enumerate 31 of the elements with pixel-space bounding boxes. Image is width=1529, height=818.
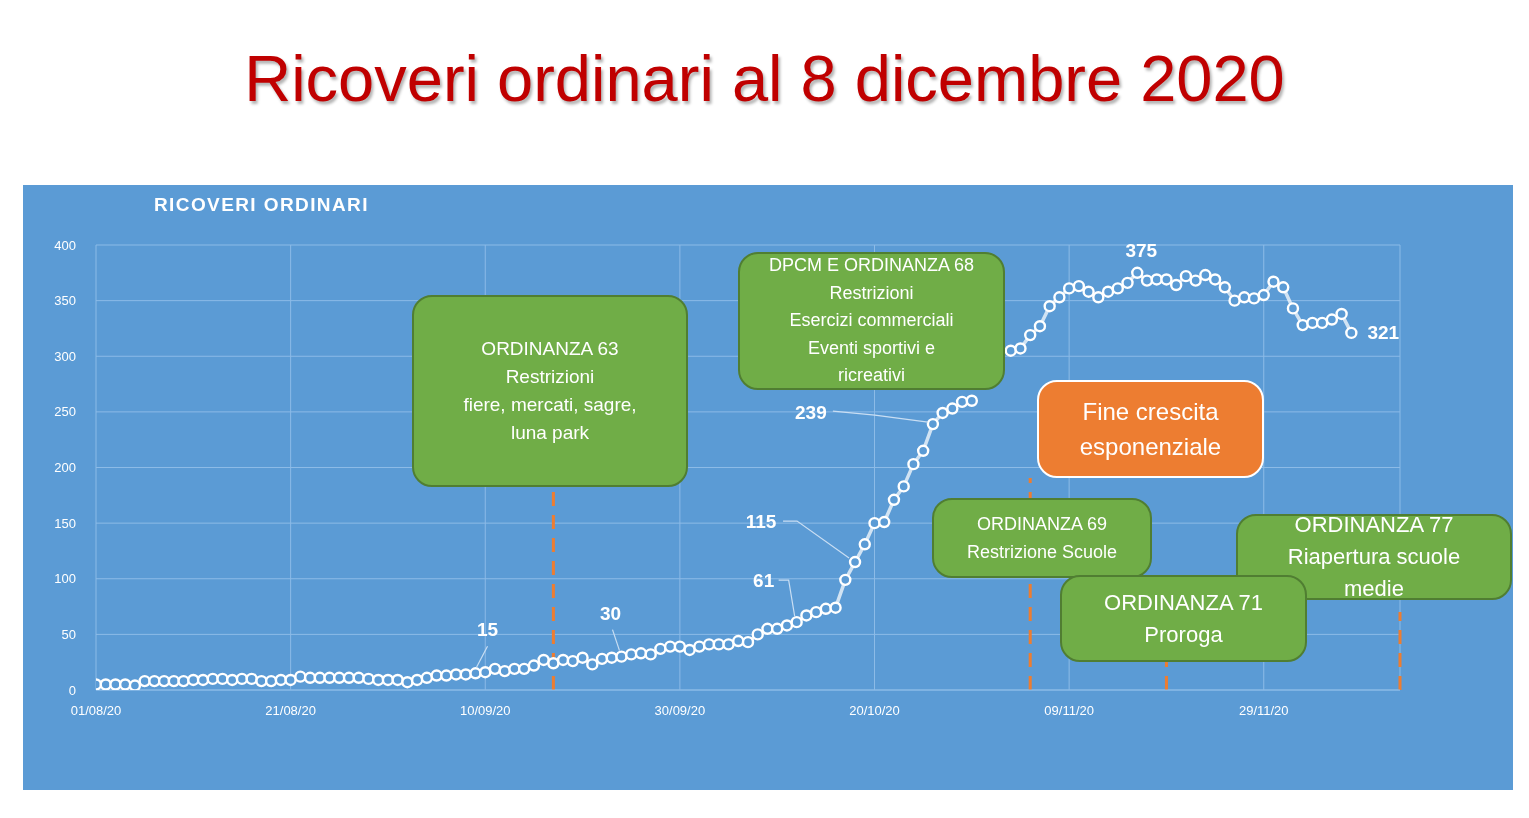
x-tick-label: 30/09/20: [654, 703, 706, 719]
x-tick-label: 10/09/20: [459, 703, 511, 719]
x-tick-label: 09/11/20: [1044, 703, 1094, 719]
y-tick-label: 250: [54, 404, 76, 420]
data-label: 321: [1367, 322, 1400, 344]
y-tick-label: 350: [54, 293, 76, 309]
annotation: ORDINANZA 71 Proroga: [1104, 588, 1263, 649]
y-tick-label: 400: [54, 237, 76, 253]
y-tick-label: 300: [54, 348, 76, 364]
annotation: ORDINANZA 77 Riapertura scuole medie: [1287, 511, 1461, 603]
data-label: 375: [1125, 240, 1158, 262]
y-tick-label: 0: [68, 682, 76, 698]
y-tick-label: 200: [54, 460, 76, 476]
data-label: 15: [476, 618, 499, 640]
annotation: Fine crescita esponenziale: [1079, 397, 1222, 462]
chart-subtitle: RICOVERI ORDINARI: [154, 193, 369, 217]
x-tick-label: 01/08/20: [70, 703, 122, 719]
chart-title: Ricoveri ordinari al 8 dicembre 2020: [243, 41, 1286, 117]
data-label: 115: [745, 510, 777, 532]
annotation: ORDINANZA 63 Restrizioni fiere, mercati, sagre, luna park: [463, 337, 637, 445]
annotation: DPCM E ORDINANZA 68 Restrizioni Esercizi commerciali Eventi sportivi e ricreativi: [768, 254, 975, 388]
y-tick-label: 50: [61, 626, 76, 642]
y-tick-label: 100: [54, 571, 76, 587]
data-label: 61: [753, 569, 775, 591]
x-tick-label: 29/11/20: [1238, 703, 1289, 719]
annotation: ORDINANZA 69 Restrizione Scuole: [966, 513, 1118, 564]
x-tick-label: 20/10/20: [849, 703, 900, 719]
x-tick-label: 21/08/20: [265, 703, 316, 719]
y-tick-label: 150: [54, 515, 76, 531]
data-label: 30: [599, 603, 622, 625]
data-label: 239: [795, 401, 827, 423]
